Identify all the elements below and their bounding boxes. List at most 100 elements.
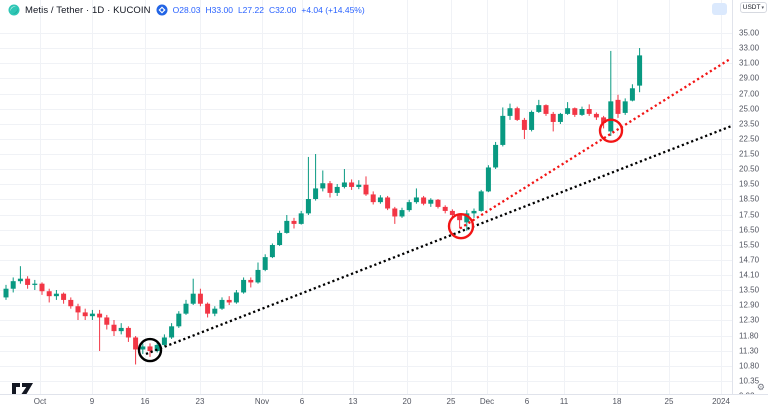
candle-body xyxy=(25,278,31,285)
candle-body xyxy=(507,108,513,116)
price-axis-label: 10.80 xyxy=(739,361,760,371)
candle-body xyxy=(529,111,535,130)
price-axis-label: 22.50 xyxy=(739,134,760,144)
candle-body xyxy=(169,326,175,338)
price-axis-label: 21.50 xyxy=(739,149,760,159)
time-axis-label: 11 xyxy=(559,397,569,406)
ohlc-open: O28.03 xyxy=(172,5,201,15)
candle-body xyxy=(205,303,211,314)
candle-body xyxy=(629,88,635,101)
price-axis-label: 12.90 xyxy=(739,300,760,310)
time-axis-label: 25 xyxy=(446,397,456,406)
time-axis-label: 6 xyxy=(524,397,530,406)
candle-body xyxy=(327,183,333,193)
candle-body xyxy=(392,208,398,217)
candle-body xyxy=(608,101,614,132)
candle-body xyxy=(212,308,218,314)
candle-body xyxy=(500,115,506,145)
candle-body xyxy=(111,324,117,332)
candle-body xyxy=(399,210,405,217)
time-axis-label: 2024 xyxy=(712,397,730,406)
time-axis-label: 16 xyxy=(140,397,150,406)
candle-body xyxy=(572,108,578,115)
candle-body xyxy=(82,312,88,317)
time-axis-label: 25 xyxy=(664,397,674,406)
candle-body xyxy=(147,346,153,351)
candle-body xyxy=(219,299,225,309)
time-axis[interactable]: Oct 9 16 23 Nov 6 13 20 25 Dec 6 11 18 25 2024 xyxy=(0,394,768,409)
candle-body xyxy=(313,188,319,199)
candle-body xyxy=(53,293,59,297)
candle-body xyxy=(154,344,160,351)
candle-body xyxy=(190,293,196,304)
price-axis-label: 25.00 xyxy=(739,104,760,114)
candle-body xyxy=(485,167,491,192)
candle-body xyxy=(363,184,369,195)
time-axis-label: 20 xyxy=(402,397,412,406)
candle-body xyxy=(406,202,412,211)
touch-3-circle xyxy=(598,118,624,143)
price-axis-label: 18.50 xyxy=(739,194,760,204)
candle-body xyxy=(140,346,146,350)
candle-body xyxy=(68,299,74,307)
candle-body xyxy=(622,101,628,113)
candle-body xyxy=(320,183,326,189)
candle-body xyxy=(226,299,232,303)
candle-body xyxy=(536,105,542,112)
candle-body xyxy=(291,220,297,224)
corner-highlight-button[interactable] xyxy=(712,3,727,15)
time-axis-label: 13 xyxy=(348,397,358,406)
accelerated-trendline xyxy=(459,57,732,230)
candle-body xyxy=(298,213,304,224)
ohlc-high: H33.00 xyxy=(205,5,233,15)
candle-body xyxy=(277,232,283,245)
candle-body xyxy=(593,113,599,118)
candle-body xyxy=(428,199,434,204)
price-axis-label: 35.00 xyxy=(739,28,760,38)
ohlc-readout: O28.03 H33.00 L27.22 C32.00 +4.04 (+14.4… xyxy=(173,5,365,15)
price-axis-label: 13.50 xyxy=(739,285,760,295)
candle-body xyxy=(421,197,427,204)
price-axis-label: 11.80 xyxy=(739,331,759,341)
candle-body xyxy=(32,283,38,285)
candle-body xyxy=(442,206,448,211)
candle-body xyxy=(464,213,470,223)
candle-body xyxy=(370,194,376,203)
symbol-title[interactable]: Metis / Tether · 1D · KUCOIN xyxy=(25,4,151,16)
candle-body xyxy=(161,337,167,345)
candle-body xyxy=(471,210,477,214)
candle-body xyxy=(543,105,549,114)
candle-body xyxy=(521,119,527,130)
candle-body xyxy=(356,184,362,187)
ohlc-close: C32.00 xyxy=(268,5,297,15)
candle-body xyxy=(176,313,182,327)
price-axis-label: 19.50 xyxy=(739,179,760,189)
candlestick-plot[interactable] xyxy=(0,0,733,395)
candle-body xyxy=(269,245,275,258)
currency-unit-dropdown[interactable]: USDT ▾ xyxy=(739,2,767,13)
time-axis-label: 23 xyxy=(195,397,205,406)
candle-body xyxy=(104,317,110,325)
price-axis[interactable]: USDT ▾ ⚙ 35.00 33.00 31.00 29.00 27.00 25.00 2… xyxy=(732,0,768,401)
candle-body xyxy=(514,108,520,120)
price-axis-label: 27.00 xyxy=(739,89,760,99)
chevron-down-icon: ▾ xyxy=(761,4,764,11)
candle-body xyxy=(349,182,355,187)
candle-body xyxy=(97,313,103,318)
candle-body xyxy=(233,292,239,303)
price-axis-label: 29.00 xyxy=(739,73,760,83)
candle-body xyxy=(305,199,311,214)
candle-body xyxy=(413,197,419,203)
gear-icon[interactable]: ⚙ xyxy=(756,382,765,392)
candle-body xyxy=(586,109,592,114)
price-axis-label: 16.50 xyxy=(739,225,760,235)
candle-body xyxy=(118,327,124,332)
price-axis-label: 20.50 xyxy=(739,164,760,174)
candle-body xyxy=(241,279,247,293)
tradingview-logo-icon[interactable] xyxy=(11,382,35,400)
support-trendline xyxy=(145,125,732,356)
touch-2-circle xyxy=(447,212,475,240)
price-axis-label: 15.50 xyxy=(739,240,760,250)
candle-body xyxy=(133,337,139,350)
time-axis-label: Dec xyxy=(479,397,495,406)
